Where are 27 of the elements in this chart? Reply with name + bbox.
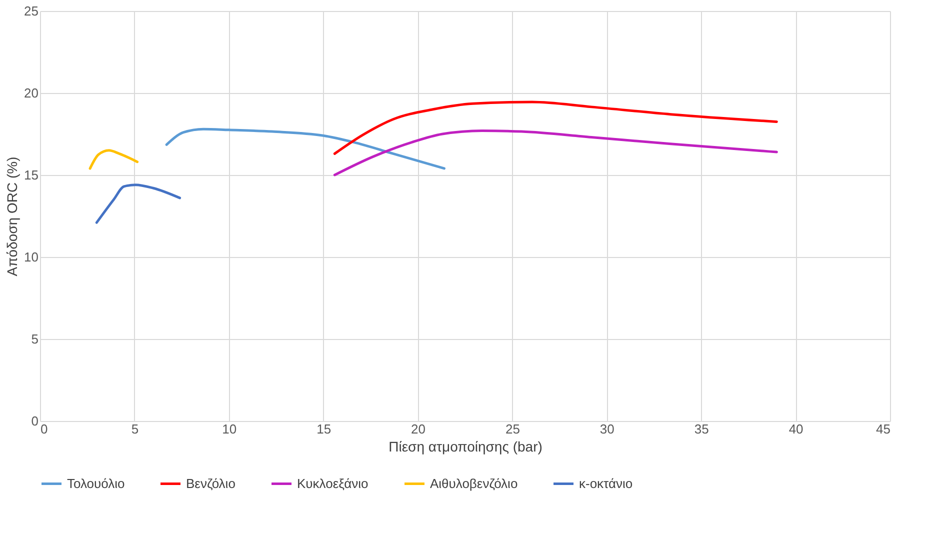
y-tick-label: 10 bbox=[24, 250, 38, 264]
x-tick-label: 15 bbox=[316, 422, 332, 436]
y-axis-title: Απόδοση ORC (%) bbox=[4, 156, 20, 276]
y-tick-label: 5 bbox=[31, 332, 38, 346]
x-tick-label: 35 bbox=[694, 422, 709, 436]
x-tick-label: 10 bbox=[222, 422, 237, 436]
y-tick-label: 25 bbox=[24, 4, 38, 18]
legend-label: Βενζόλιο bbox=[186, 476, 236, 491]
x-tick-label: 0 bbox=[40, 422, 48, 436]
x-tick-label: 5 bbox=[131, 422, 139, 436]
x-tick-label: 45 bbox=[876, 422, 890, 436]
y-tick-label: 15 bbox=[24, 168, 38, 182]
x-tick-label: 20 bbox=[411, 422, 426, 436]
legend-label: Αιθυλοβενζόλιο bbox=[430, 476, 518, 491]
line-series bbox=[333, 129, 778, 176]
legend-label: κ-οκτάνιο bbox=[579, 476, 633, 491]
x-tick-label: 40 bbox=[788, 422, 804, 436]
x-axis-title: Πίεση ατμοποίησης (bar) bbox=[388, 438, 542, 454]
x-tick-label: 30 bbox=[600, 422, 614, 436]
line-series bbox=[165, 128, 446, 170]
line-series bbox=[333, 100, 778, 155]
legend-label: Τολουόλιο bbox=[67, 476, 125, 491]
line-series bbox=[88, 149, 139, 170]
legend-label: Κυκλοεξάνιο bbox=[297, 476, 368, 491]
x-tick-label: 25 bbox=[505, 422, 520, 436]
y-tick-label: 20 bbox=[24, 86, 38, 100]
line-series bbox=[95, 184, 182, 224]
